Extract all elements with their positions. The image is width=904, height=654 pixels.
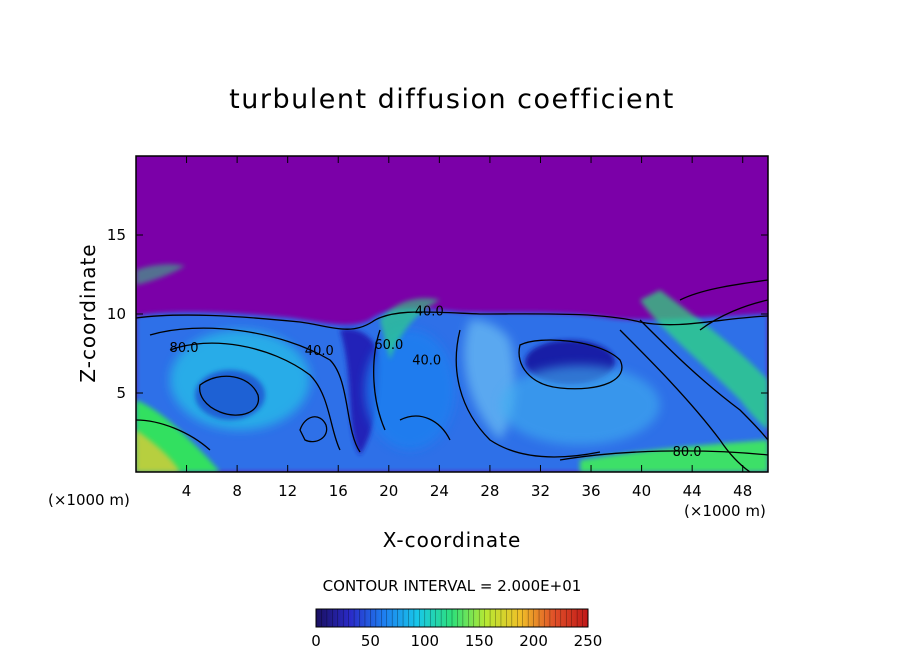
x-tick-label: 12 [278, 482, 297, 500]
colorbar-tick-label: 50 [361, 632, 380, 650]
colorbar-tick-label: 200 [519, 632, 548, 650]
x-unit-label: (×1000 m) [684, 502, 766, 520]
y-tick-label: 5 [116, 384, 126, 402]
colorbar-tick-label: 0 [311, 632, 321, 650]
x-tick-label: 28 [480, 482, 499, 500]
y-tick-label: 15 [107, 226, 126, 244]
x-tick-label: 40 [632, 482, 651, 500]
downdraft-left [340, 329, 380, 455]
x-tick-label: 48 [733, 482, 752, 500]
contour-label: 80.0 [673, 445, 702, 460]
surface-hotspot-left [136, 430, 180, 472]
contour-interval-note: CONTOUR INTERVAL = 2.000E+01 [322, 577, 582, 595]
contour-label: 40.0 [305, 344, 334, 359]
colorbar-tick-label: 150 [465, 632, 494, 650]
contour-lines [136, 279, 768, 472]
x-tick-label: 24 [430, 482, 449, 500]
heatmap-field: 80.0 40.0 60.0 40.0 40.0 80.0 [136, 156, 768, 472]
x-tick-label: 16 [329, 482, 348, 500]
surface-band-right [580, 440, 768, 472]
x-tick-label: 36 [581, 482, 600, 500]
x-axis-label: X-coordinate [382, 528, 522, 552]
x-tick-label: 44 [683, 482, 702, 500]
eddy-left-core [195, 370, 265, 420]
chart-title: turbulent diffusion coefficient [229, 84, 675, 115]
contour-label: 40.0 [415, 305, 444, 320]
contour-labels: 80.0 40.0 60.0 40.0 40.0 80.0 [170, 305, 702, 461]
contour-label: 40.0 [412, 354, 441, 369]
colorbar-tick-labels: 0 50 100 150 200 250 [311, 632, 602, 650]
colorbar: 0 50 100 150 200 250 [311, 608, 602, 650]
contour-label: 80.0 [170, 341, 199, 356]
eddy-right [500, 365, 660, 445]
y-axis-label: Z-coordinate [76, 243, 100, 383]
colorbar-contour-lines [315, 609, 589, 627]
colorbar-tick-label: 100 [410, 632, 439, 650]
x-tick-label: 20 [379, 482, 398, 500]
z-unit-label: (×1000 m) [48, 491, 130, 509]
x-tick-label: 8 [232, 482, 242, 500]
y-axis-ticks: 5 10 15 [107, 226, 768, 402]
x-axis-ticks: 4 8 12 16 20 24 28 32 36 40 44 48 [182, 156, 752, 500]
colorbar-frame [315, 608, 589, 628]
upper-left-streak [136, 264, 185, 285]
x-tick-label: 4 [182, 482, 192, 500]
colorbar-tick-label: 250 [574, 632, 603, 650]
contour-label: 60.0 [374, 338, 403, 353]
y-tick-label: 10 [107, 305, 126, 323]
x-tick-label: 32 [531, 482, 550, 500]
